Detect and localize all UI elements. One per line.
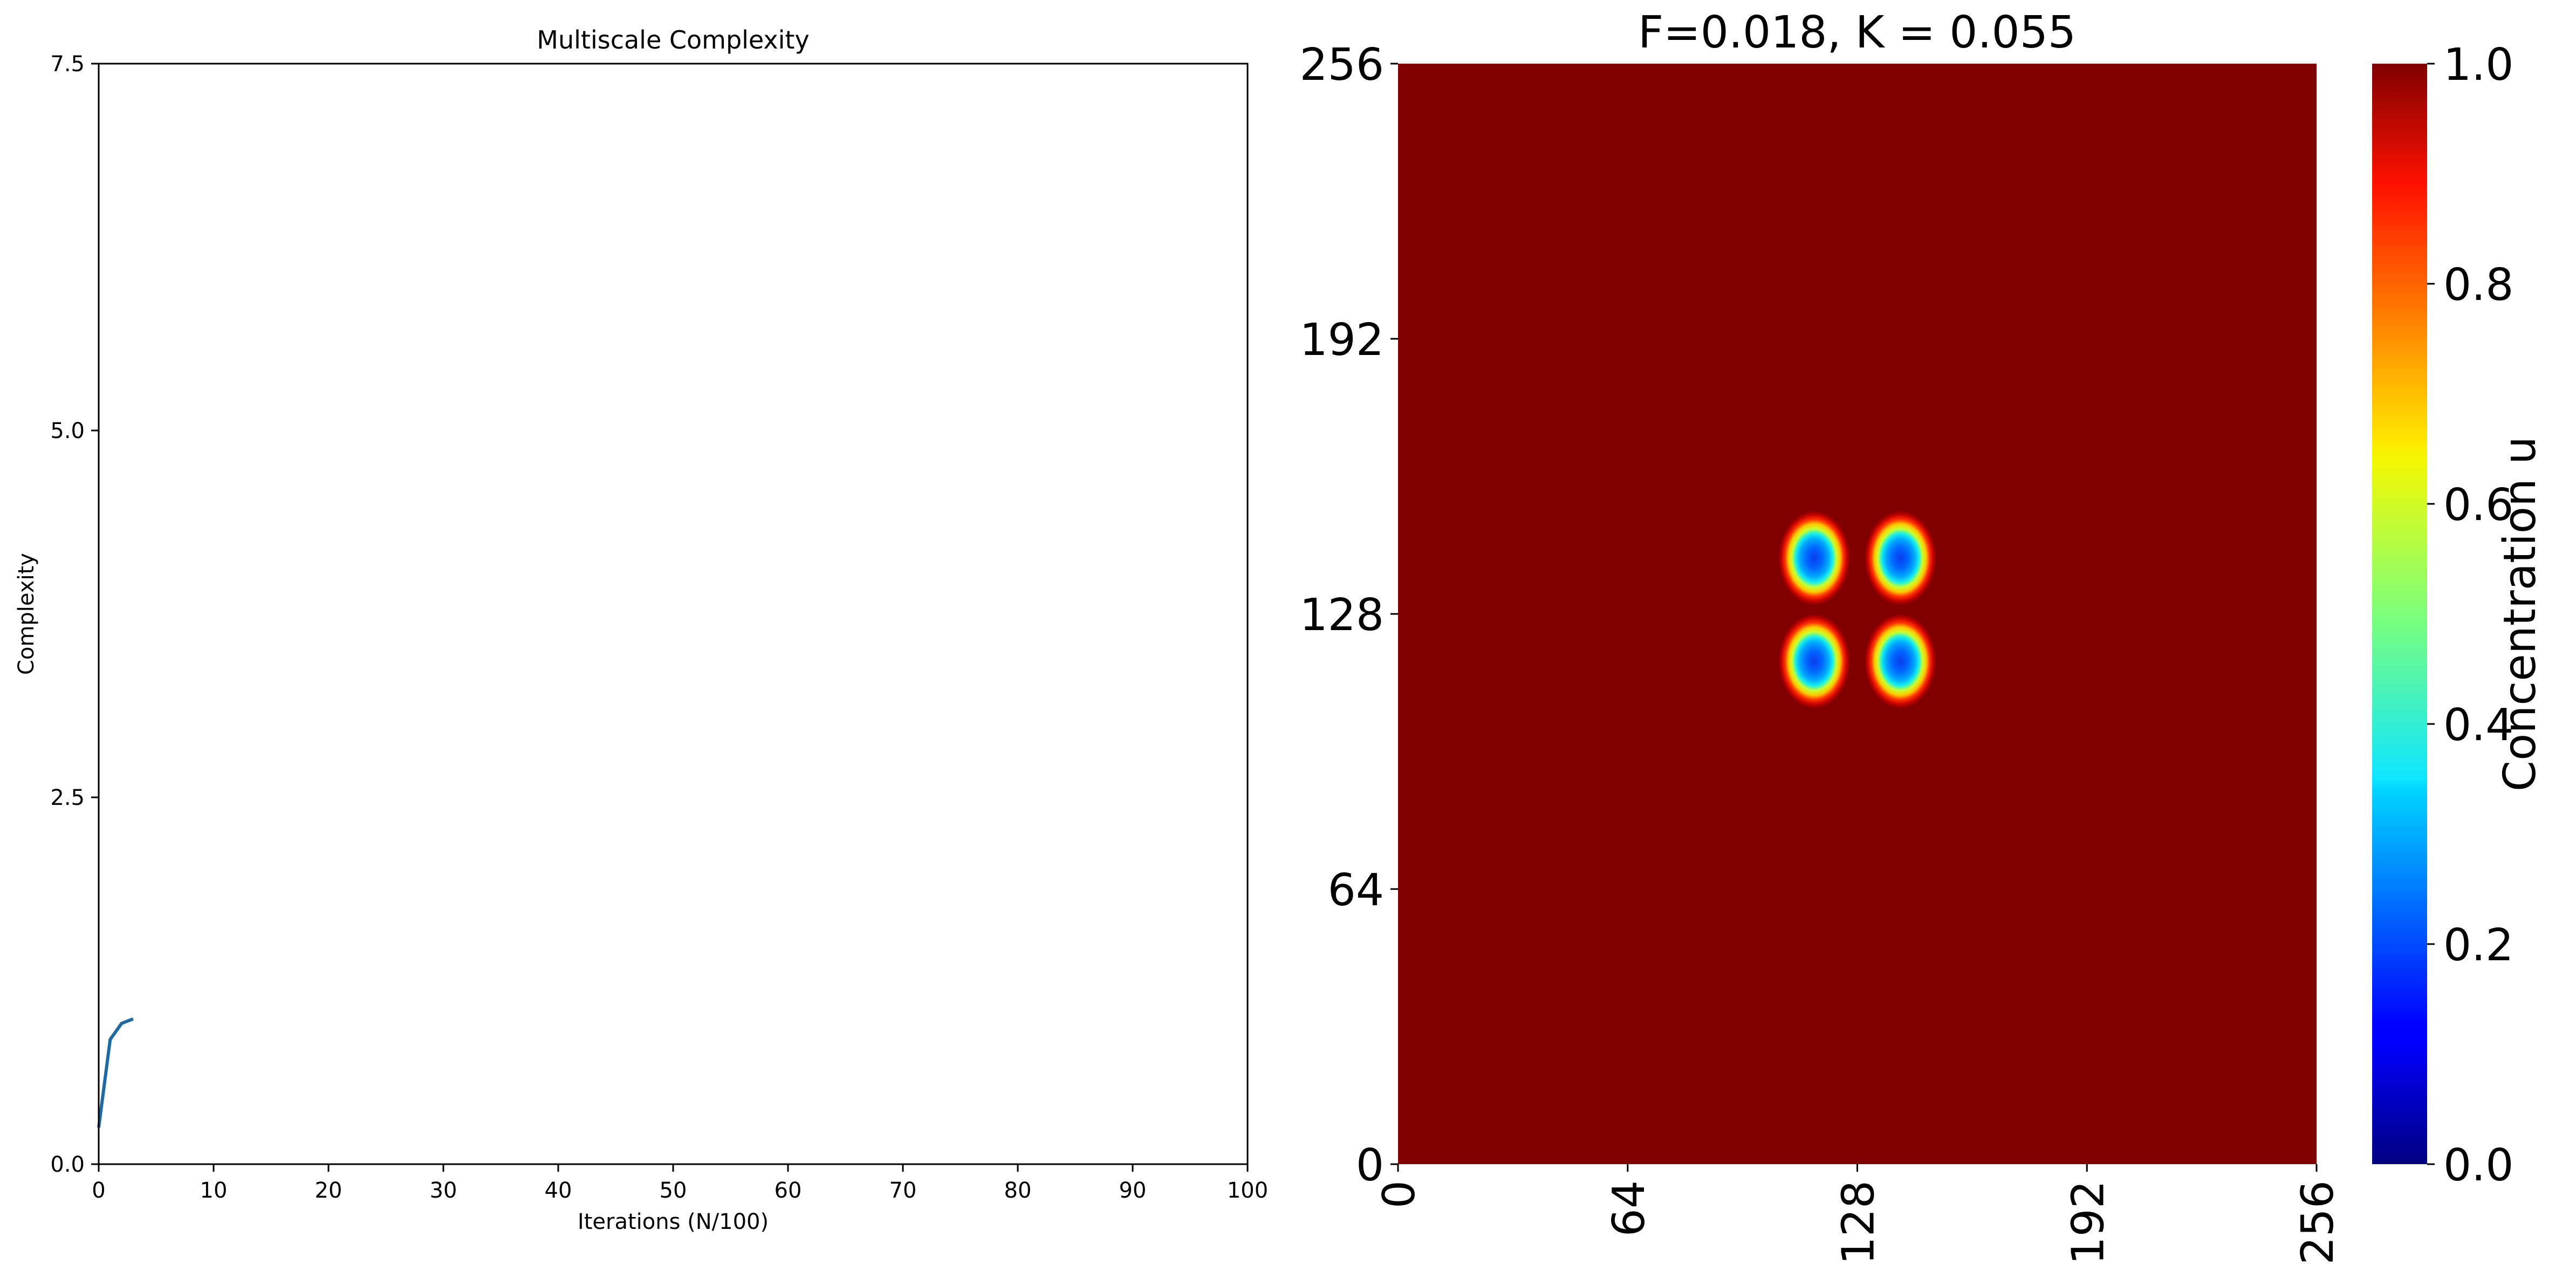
heatmap-background [1398,64,2317,1164]
heatmap-spot [1778,614,1851,709]
heatmap-x-tick-label: 64 [1604,1180,1655,1236]
heatmap-x-tick-label: 128 [1833,1180,1885,1265]
y-tick-label: 0.0 [50,1152,85,1177]
x-tick-label: 30 [430,1178,457,1203]
line-chart-frame [98,63,1249,1165]
y-tick-label: 7.5 [50,52,85,77]
colorbar-tick-label: 0.6 [2443,480,2513,531]
colorbar [2372,64,2427,1164]
heatmap-title: F=0.018, K = 0.055 [1638,7,2076,58]
line-chart: Multiscale Complexity 0 10 20 30 40 50 60 70 80 9… [14,25,1268,1234]
heatmap-y-tick-label: 128 [1299,590,1384,641]
line-chart-ticks: 0 10 20 30 40 50 60 70 80 90 100 0.0 2.5 5.0 7.5 [50,52,1268,1203]
x-tick-label: 0 [92,1178,105,1203]
x-axis-label: Iterations (N/100) [578,1209,769,1234]
series-line [97,1017,134,1128]
x-tick-label: 20 [315,1178,342,1203]
heatmap-spots [1778,510,1936,709]
heatmap-spot [1864,614,1936,709]
colorbar-ticks: 0.0 0.2 0.4 0.6 0.8 1.0 [2427,39,2513,1191]
colorbar-tick-label: 1.0 [2443,39,2513,91]
x-tick-label: 70 [889,1178,917,1203]
x-tick-label: 80 [1004,1178,1032,1203]
heatmap-spot [1778,510,1851,606]
y-tick-label: 5.0 [50,419,85,443]
heatmap-ticks: 0 64 128 192 256 0 64 128 192 256 [1299,39,2344,1265]
colorbar-tick-label: 0.4 [2443,700,2513,751]
y-tick-label: 2.5 [50,785,85,810]
x-tick-label: 40 [545,1178,572,1203]
colorbar-tick-label: 0.8 [2443,259,2513,311]
heatmap-y-tick-label: 192 [1299,315,1384,366]
line-chart-series [97,1017,134,1128]
heatmap-spot [1864,510,1936,606]
heatmap-x-tick-label: 256 [2292,1180,2344,1265]
colorbar-tick-label: 0.0 [2443,1140,2513,1191]
heatmap-y-tick-label: 64 [1328,865,1384,916]
colorbar-tick-label: 0.2 [2443,920,2513,971]
x-tick-label: 100 [1227,1178,1268,1203]
x-tick-label: 60 [775,1178,802,1203]
heatmap-x-tick-label: 0 [1374,1180,1425,1208]
heatmap-y-tick-label: 256 [1299,39,1384,91]
heatmap-chart: F=0.018, K = 0.055 0 64 128 192 256 0 64 128 192… [1299,7,2546,1265]
heatmap-x-tick-label: 192 [2063,1180,2114,1265]
x-tick-label: 50 [660,1178,687,1203]
x-tick-label: 10 [200,1178,228,1203]
y-axis-label: Complexity [14,553,39,675]
x-tick-label: 90 [1119,1178,1147,1203]
colorbar-label: Concentration u [2495,436,2546,791]
heatmap-y-tick-label: 0 [1356,1140,1384,1191]
line-chart-title: Multiscale Complexity [537,25,809,54]
